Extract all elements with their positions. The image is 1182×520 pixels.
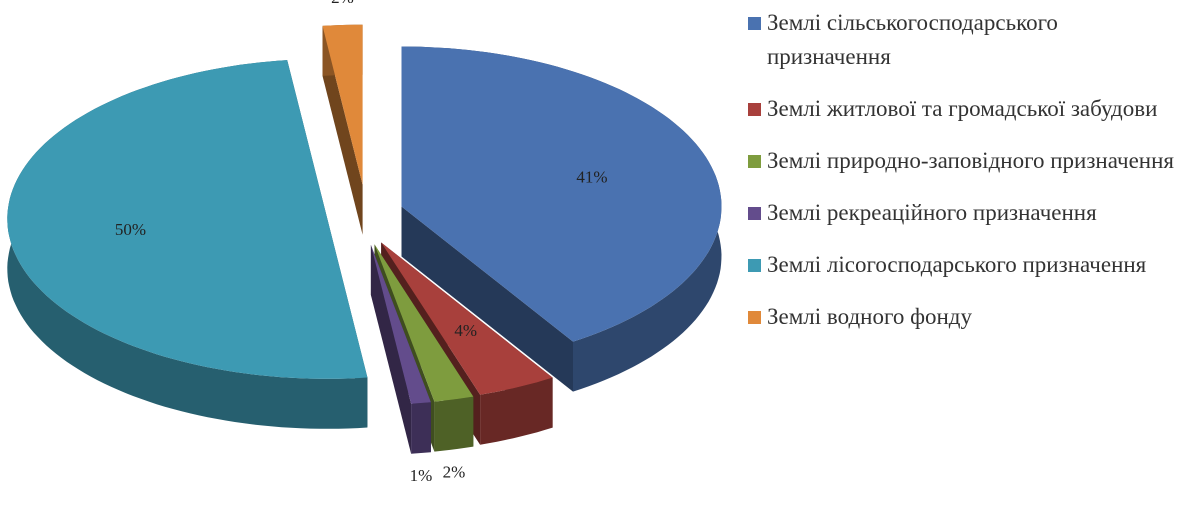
legend-label: Землі рекреаційного призначення <box>767 200 1097 225</box>
slice-wall <box>370 245 412 454</box>
data-label: 50% <box>115 220 146 239</box>
legend-swatch <box>748 103 761 116</box>
legend-label: Землі лісогосподарського призначення <box>767 252 1147 277</box>
legend-label: Землі водного фонду <box>767 304 972 329</box>
slice <box>7 60 368 379</box>
data-label: 1% <box>410 466 433 485</box>
legend-swatch <box>748 311 761 324</box>
legend-entry: Землі лісогосподарського призначення <box>748 248 1178 282</box>
legend-entry: Землі природно-заповідного призначення <box>748 144 1178 178</box>
legend-swatch <box>748 207 761 220</box>
legend-label: Землі житлової та громадської забудови <box>767 96 1158 121</box>
slice <box>370 245 431 404</box>
legend: Землі сільськогосподарського призначення… <box>748 6 1178 352</box>
legend-swatch <box>748 155 761 168</box>
slice <box>401 46 722 342</box>
data-label: 4% <box>454 321 477 340</box>
slice-rim <box>480 377 553 445</box>
legend-swatch <box>748 17 761 30</box>
slice <box>381 242 553 395</box>
legend-swatch <box>748 259 761 272</box>
legend-label: Землі сільськогосподарського призначення <box>767 10 1058 69</box>
slice <box>374 244 474 402</box>
data-label: 2% <box>331 0 354 7</box>
slice-wall <box>401 206 573 392</box>
pie-chart: 41% 4% 2% 1% 50% 2% <box>7 0 722 485</box>
legend-entry: Землі рекреаційного призначення <box>748 196 1178 230</box>
data-label: 41% <box>576 168 607 187</box>
legend-label: Землі природно-заповідного призначення <box>767 148 1174 173</box>
slice <box>322 24 363 185</box>
legend-entry: Землі сільськогосподарського призначення <box>748 6 1178 74</box>
slice-rim <box>434 396 474 452</box>
slice-wall <box>322 25 363 235</box>
legend-entry: Землі житлової та громадської забудови <box>748 92 1178 126</box>
data-label: 2% <box>443 462 466 481</box>
slice-rim <box>411 402 431 454</box>
legend-entry: Землі водного фонду <box>748 300 1178 334</box>
